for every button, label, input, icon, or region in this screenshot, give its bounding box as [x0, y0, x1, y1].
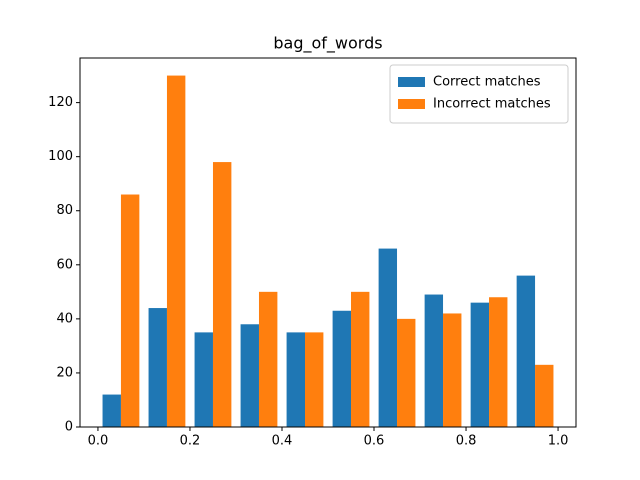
bar	[240, 324, 259, 427]
y-tick-label: 60	[56, 257, 73, 272]
bar	[258, 291, 278, 427]
x-tick-label: 0.8	[456, 434, 477, 449]
bar	[120, 194, 140, 427]
bar	[166, 75, 186, 428]
bar	[378, 248, 398, 427]
y-tick-label: 120	[48, 95, 73, 110]
bar	[102, 394, 121, 427]
legend-label: Correct matches	[433, 75, 541, 90]
bar	[148, 308, 167, 427]
y-tick-label: 40	[56, 311, 73, 326]
chart-title: bag_of_words	[273, 34, 382, 54]
bar	[470, 302, 490, 427]
bar	[443, 313, 462, 427]
bar	[535, 364, 554, 427]
bar	[304, 332, 324, 427]
axes-frame	[79, 57, 577, 428]
bar	[286, 332, 305, 427]
bar	[489, 297, 508, 427]
bar	[351, 291, 370, 427]
legend-swatch	[398, 99, 425, 109]
x-tick-label: 0.4	[272, 434, 293, 449]
legend-box	[389, 64, 569, 124]
bar	[424, 294, 444, 427]
bar	[194, 332, 213, 427]
x-tick-label: 0.2	[180, 434, 201, 449]
bar	[332, 310, 352, 427]
x-tick-label: 1.0	[548, 434, 569, 449]
x-tick-label: 0.0	[88, 434, 109, 449]
bar	[516, 275, 536, 427]
y-tick-label: 80	[56, 203, 73, 218]
y-tick-label: 100	[48, 149, 73, 164]
y-tick-label: 20	[56, 365, 73, 380]
bar	[212, 162, 232, 428]
bar	[397, 318, 416, 427]
legend-swatch	[398, 77, 425, 87]
legend-label: Incorrect matches	[433, 97, 551, 112]
y-tick-label: 0	[65, 420, 73, 435]
x-tick-label: 0.6	[364, 434, 385, 449]
